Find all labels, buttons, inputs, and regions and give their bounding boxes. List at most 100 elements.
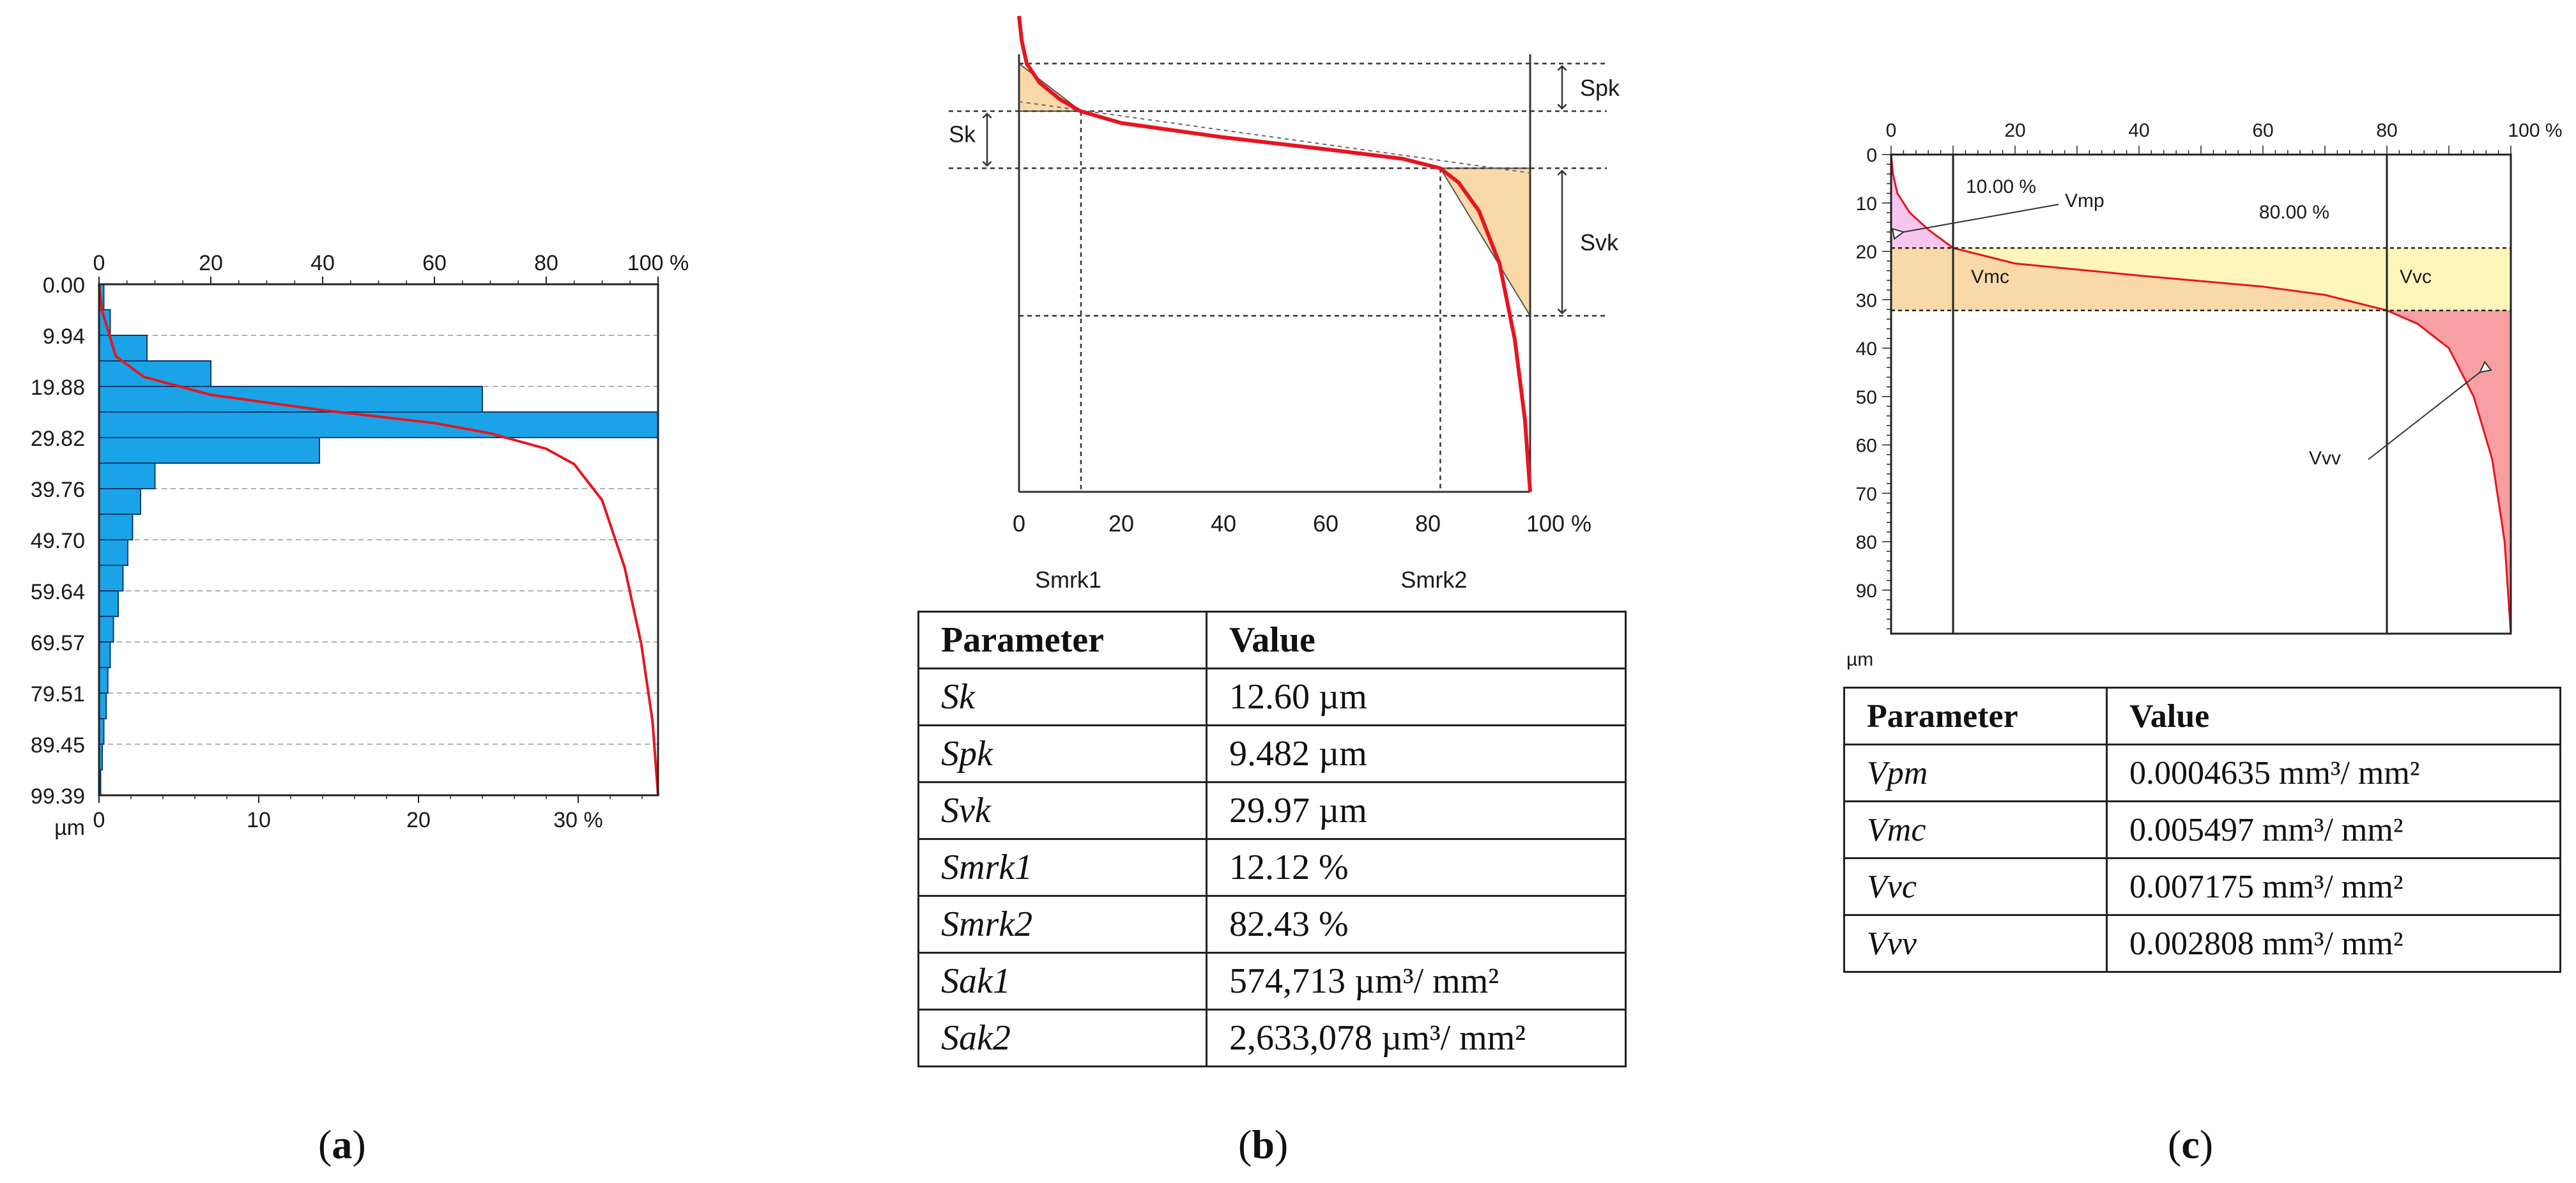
table-row: Vpm 0.0004635 mm³/ mm²	[1843, 744, 2561, 802]
histogram-bar	[98, 514, 134, 541]
x-tick-label: 100 %	[1526, 510, 1591, 537]
y-tick-label: 19.88	[31, 376, 85, 400]
y-tick-label: 50	[1856, 387, 1877, 408]
table-row: Vmc 0.005497 mm³/ mm²	[1843, 800, 2561, 859]
vmp-region	[1891, 155, 1953, 248]
header-parameter: Parameter	[1843, 687, 2108, 745]
y-tick-label: 10	[1856, 194, 1877, 215]
param-value: 574,713 µm³/ mm²	[1206, 952, 1627, 1011]
param-name: Sak2	[917, 1009, 1208, 1067]
table-header: Parameter Value	[917, 611, 1627, 669]
y-tick-label: 70	[1856, 484, 1877, 505]
y-tick-label: 99.39	[31, 784, 85, 809]
histogram-bar	[98, 437, 320, 464]
sk-label: Sk	[949, 121, 976, 148]
y-tick-label: 30	[1856, 290, 1877, 311]
x-tick-label: 40	[1211, 510, 1236, 537]
top-tick-label: 60	[422, 251, 447, 275]
x-tick-label: 80	[2376, 120, 2397, 141]
param-value: 0.002808 mm³/ mm²	[2106, 914, 2561, 973]
bearing-area-curve	[98, 284, 659, 796]
param-value: 9.482 µm	[1206, 724, 1627, 783]
bearing-area-curve	[1890, 154, 2512, 634]
y-tick-label: 40	[1856, 339, 1877, 360]
param-name: Spk	[917, 724, 1208, 783]
x-tick-label: 40	[2128, 120, 2149, 141]
top-tick-label: 80	[534, 251, 558, 275]
y-tick-label: 49.70	[31, 529, 85, 553]
caption-letter: a	[332, 1122, 353, 1167]
param-value: 29.97 µm	[1206, 781, 1627, 840]
param-value: 0.005497 mm³/ mm²	[2106, 800, 2561, 859]
spk-label: Spk	[1580, 75, 1620, 101]
chart-a: 0.00 9.94 19.88 29.82 39.76 49.70 59.64 69.57 79…	[31, 251, 689, 840]
histogram-bar	[98, 462, 156, 490]
valley-area-triangle	[1439, 167, 1531, 318]
x-tick-label: 100 %	[2508, 120, 2562, 141]
vvv-arrow	[2368, 372, 2480, 461]
svk-label: Svk	[1580, 229, 1619, 256]
y-tick-label: 80	[1856, 532, 1877, 553]
param-name: Smrk1	[917, 838, 1208, 897]
smrk1-label: Smrk1	[1035, 567, 1101, 593]
y-tick-label: 89.45	[31, 733, 85, 758]
y-tick-label: 0	[1866, 145, 1877, 166]
table-row: Vvc 0.007175 mm³/ mm²	[1843, 857, 2561, 916]
y-tick-label: 20	[1856, 242, 1877, 263]
param-name: Vmc	[1843, 800, 2108, 859]
mr2-label: 80.00 %	[2259, 202, 2329, 223]
param-name: Sk	[917, 668, 1208, 726]
histogram-bar	[98, 386, 483, 413]
x-tick-label: 0	[1013, 510, 1025, 537]
y-tick-label: 69.57	[31, 631, 85, 655]
x-tick-label: 60	[1313, 510, 1338, 537]
chart-c: 0 20 40 60 80 100 % 0 10 20 30 40 50 60 70 80 90 µm 10.00…	[1846, 120, 2563, 670]
y-tick-label: 39.76	[31, 478, 85, 502]
param-name: Svk	[917, 781, 1208, 840]
param-name: Sak1	[917, 952, 1208, 1011]
bottom-tick-label: 0	[93, 808, 105, 832]
volume-parameter-table: Parameter Value Vpm 0.0004635 mm³/ mm² Vm…	[1843, 687, 2561, 973]
chart-b: Spk Svk Sk 0 20 40 60 80 100 % Smrk1 Smrk2	[949, 15, 1620, 593]
table-row: Sk 12.60 µm	[917, 668, 1627, 726]
vvv-region	[2387, 310, 2511, 634]
top-tick-label: 40	[310, 251, 335, 275]
header-parameter: Parameter	[917, 611, 1208, 669]
caption-b: (b)	[1238, 1122, 1289, 1167]
y-tick-label: 79.51	[31, 682, 85, 706]
param-name: Vpm	[1843, 744, 2108, 802]
table-row: Smrk1 12.12 %	[917, 838, 1627, 897]
table-row: Vvv 0.002808 mm³/ mm²	[1843, 914, 2561, 973]
table-header: Parameter Value	[1843, 687, 2561, 745]
caption-c: (c)	[2168, 1122, 2214, 1167]
vmp-label: Vmp	[2065, 190, 2104, 211]
equivalent-line	[1018, 101, 1531, 174]
top-tick-label: 100 %	[627, 251, 689, 275]
core-roughness-table: Parameter Value Sk 12.60 µm Spk 9.482 µm S…	[917, 611, 1627, 1067]
mr1-label: 10.00 %	[1966, 176, 2036, 197]
param-name: Vvv	[1843, 914, 2108, 973]
vmc-label: Vmc	[1971, 266, 2009, 287]
y-axis-unit: µm	[54, 816, 85, 840]
histogram-bar	[98, 565, 124, 592]
table-row: Sak1 574,713 µm³/ mm²	[917, 952, 1627, 1011]
abbott-firestone-curve	[1017, 15, 1532, 492]
y-tick-label: 90	[1856, 581, 1877, 602]
plot-frame	[1890, 153, 2512, 635]
histogram-bar	[98, 335, 148, 362]
histogram-bar	[98, 667, 109, 694]
y-tick-label: 59.64	[31, 580, 85, 604]
table-row: Sak2 2,633,078 µm³/ mm²	[917, 1009, 1627, 1067]
top-tick-label: 0	[93, 251, 105, 275]
histogram-bar	[98, 488, 141, 515]
bottom-tick-label: 30 %	[553, 808, 603, 832]
vmp-arrow	[1903, 204, 2059, 232]
table-row: Svk 29.97 µm	[917, 781, 1627, 840]
param-name: Smrk2	[917, 895, 1208, 954]
caption-a: (a)	[318, 1122, 366, 1167]
caption-letter: b	[1252, 1122, 1275, 1167]
histogram-bar	[98, 590, 119, 618]
table-row: Smrk2 82.43 %	[917, 895, 1627, 954]
param-value: 2,633,078 µm³/ mm²	[1206, 1009, 1627, 1067]
